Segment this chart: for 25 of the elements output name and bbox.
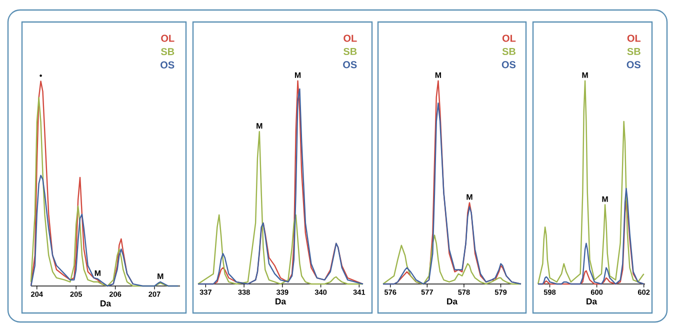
annotation: M: [435, 72, 442, 78]
text: SB: [502, 48, 516, 56]
annotation: M: [158, 273, 164, 279]
x-axis-title: Da: [447, 298, 458, 304]
annotation: •: [40, 74, 42, 77]
text: OS: [343, 61, 357, 68]
text: SB: [627, 48, 640, 56]
text: SB: [344, 48, 357, 56]
text: OS: [502, 61, 516, 68]
x-axis-title: Da: [276, 298, 286, 304]
text: OL: [344, 34, 357, 42]
text: OS: [626, 61, 640, 68]
annotation: M: [256, 123, 262, 129]
annotation: M: [94, 270, 100, 276]
text: OS: [160, 61, 174, 68]
annotation: M: [294, 72, 301, 78]
text: OL: [627, 34, 641, 42]
text: OL: [161, 34, 174, 42]
annotation: M: [602, 196, 608, 202]
annotation: M: [582, 72, 588, 78]
x-axis-title: Da: [100, 300, 112, 306]
x-axis-title: Da: [586, 298, 598, 304]
text: OL: [502, 34, 516, 42]
text: SB: [161, 48, 174, 56]
annotation: M: [466, 194, 472, 200]
